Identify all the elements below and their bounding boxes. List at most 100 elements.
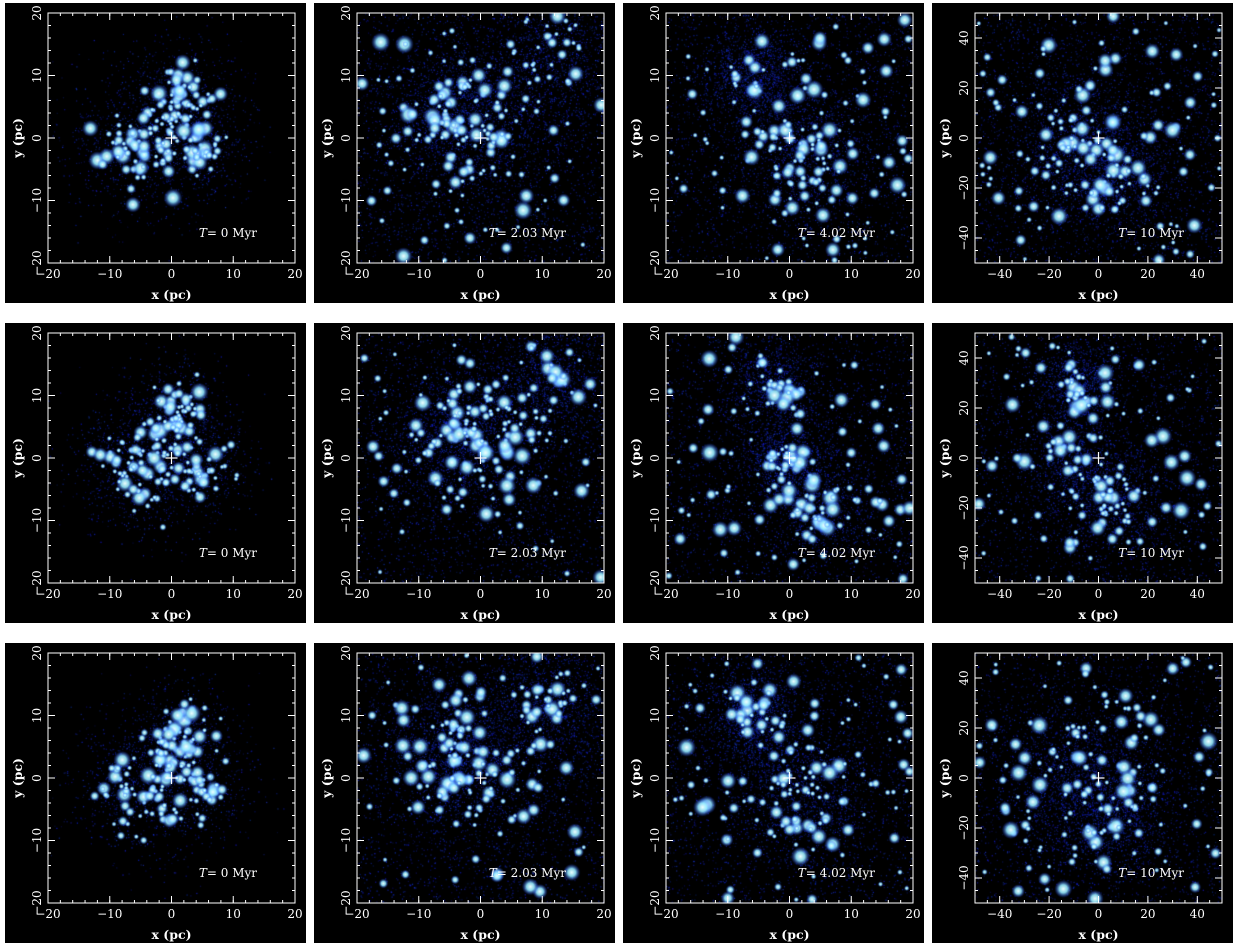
y-tick-label: 10 — [30, 388, 44, 403]
x-tick-label: 0 — [786, 587, 794, 601]
x-tick-label: 0 — [477, 267, 485, 281]
y-tick-label: 0 — [957, 454, 971, 462]
center-cross-icon — [165, 132, 178, 144]
y-tick-label: 0 — [30, 774, 44, 782]
y-axis-title: y (pc) — [10, 118, 25, 159]
y-tick-label: −10 — [30, 188, 44, 213]
y-tick-label: −20 — [648, 250, 662, 275]
center-cross-icon — [474, 132, 487, 144]
y-axis-title: y (pc) — [10, 438, 25, 479]
y-tick-label: −20 — [648, 890, 662, 915]
y-tick-label: 20 — [30, 645, 44, 660]
y-tick-label: 20 — [957, 80, 971, 95]
y-tick-label: 20 — [648, 5, 662, 20]
x-tick-label: 20 — [287, 267, 302, 281]
y-tick-label: −20 — [957, 495, 971, 520]
x-axis-title: x (pc) — [152, 607, 192, 622]
time-label: T= 10 Myr — [1118, 226, 1184, 240]
y-tick-label: −20 — [339, 890, 353, 915]
y-tick-label: −10 — [648, 508, 662, 533]
y-tick-label: 20 — [30, 325, 44, 340]
panel-axes: −20−20 −10 −10 0 0 10 10 20 20 x (pc) y (pc) T= 2.0… — [319, 645, 612, 942]
x-tick-label: 20 — [905, 267, 920, 281]
x-tick-label: 20 — [1140, 267, 1155, 281]
x-tick-label: 20 — [1140, 907, 1155, 921]
time-label: T= 2.03 Myr — [489, 866, 566, 880]
time-label: T= 10 Myr — [1118, 546, 1184, 560]
snapshot-panel: −40 −40 −20 −20 0 0 20 20 40 40 x (pc) y (pc) T= 10 … — [932, 3, 1233, 303]
time-label: T= 2.03 Myr — [489, 226, 566, 240]
y-tick-label: −20 — [648, 570, 662, 595]
snapshot-panel: −20 −20 −10 −10 0 0 10 10 20 20 x (pc) y (pc) T= 2.0… — [314, 3, 615, 303]
y-tick-label: 0 — [339, 454, 353, 462]
time-label: T= 0 Myr — [199, 866, 257, 880]
x-tick-label: −10 — [715, 907, 740, 921]
x-axis-title: x (pc) — [770, 287, 810, 302]
y-tick-label: 0 — [648, 134, 662, 142]
y-axis-title: y (pc) — [628, 758, 643, 799]
y-tick-label: −40 — [957, 865, 971, 890]
x-tick-label: −10 — [406, 907, 431, 921]
x-axis-title: x (pc) — [461, 287, 501, 302]
y-axis-title: y (pc) — [628, 118, 643, 159]
snapshot-panel: −20 −20 −10 −10 0 0 10 10 20 20 x (pc) y (pc) T= 2.0… — [314, 643, 615, 943]
panel-axes: −20−20 −10 −10 0 0 10 10 20 20 x (pc) y (pc) T= 4.0… — [628, 5, 921, 302]
x-tick-label: −20 — [344, 907, 369, 921]
x-tick-label: −20 — [344, 267, 369, 281]
time-label: T= 10 Myr — [1118, 866, 1184, 880]
x-tick-label: 0 — [168, 267, 176, 281]
snapshot-panel: −20 −20 −10 −10 0 0 10 10 20 20 x (pc) y (pc) T= 4.0… — [623, 643, 924, 943]
y-tick-label: 20 — [30, 5, 44, 20]
x-tick-label: −20 — [1036, 587, 1061, 601]
y-tick-label: −20 — [30, 250, 44, 275]
x-tick-label: 10 — [226, 907, 241, 921]
y-tick-label: 10 — [30, 708, 44, 723]
x-axis-title: x (pc) — [1079, 287, 1119, 302]
x-tick-label: −20 — [653, 267, 678, 281]
x-tick-label: 20 — [287, 587, 302, 601]
snapshot-panel: −20 −20 −10 −10 0 0 10 10 20 20 x (pc) y (pc) T= 0 M… — [5, 323, 306, 623]
y-tick-label: 0 — [339, 134, 353, 142]
x-tick-label: −20 — [1036, 907, 1061, 921]
x-tick-label: −20 — [35, 587, 60, 601]
time-label: T= 2.03 Myr — [489, 546, 566, 560]
y-tick-label: −10 — [30, 828, 44, 853]
y-tick-label: −20 — [339, 570, 353, 595]
x-tick-label: 10 — [226, 267, 241, 281]
x-tick-label: 0 — [168, 587, 176, 601]
center-cross-icon — [474, 452, 487, 464]
y-tick-label: −20 — [30, 570, 44, 595]
center-cross-icon — [783, 132, 796, 144]
y-tick-label: −40 — [957, 545, 971, 570]
y-tick-label: 0 — [339, 774, 353, 782]
x-tick-label: 20 — [287, 907, 302, 921]
y-axis-title: y (pc) — [319, 758, 334, 799]
x-tick-label: −20 — [653, 907, 678, 921]
x-axis-title: x (pc) — [461, 607, 501, 622]
snapshot-panel: −20 −20 −10 −10 0 0 10 10 20 20 x (pc) y (pc) T= 0 M… — [5, 3, 306, 303]
x-tick-label: −10 — [97, 587, 122, 601]
y-tick-label: −10 — [30, 508, 44, 533]
center-cross-icon — [1092, 772, 1105, 784]
y-axis-title: y (pc) — [937, 758, 952, 799]
x-tick-label: −10 — [97, 267, 122, 281]
y-tick-label: 10 — [339, 68, 353, 83]
y-tick-label: 0 — [648, 774, 662, 782]
y-tick-label: −10 — [339, 188, 353, 213]
snapshot-panel: −20 −20 −10 −10 0 0 10 10 20 20 x (pc) y (pc) T= 2.0… — [314, 323, 615, 623]
y-tick-label: 40 — [957, 30, 971, 45]
x-tick-label: 0 — [1095, 587, 1103, 601]
x-tick-label: 0 — [168, 907, 176, 921]
y-tick-label: 0 — [957, 134, 971, 142]
x-tick-label: 20 — [1140, 587, 1155, 601]
y-tick-label: 0 — [957, 774, 971, 782]
y-axis-title: y (pc) — [319, 118, 334, 159]
x-tick-label: −40 — [987, 267, 1012, 281]
x-axis-title: x (pc) — [1079, 927, 1119, 942]
x-tick-label: −10 — [406, 267, 431, 281]
time-label: T= 0 Myr — [199, 546, 257, 560]
y-axis-title: y (pc) — [937, 438, 952, 479]
center-cross-icon — [165, 772, 178, 784]
x-tick-label: 0 — [1095, 267, 1103, 281]
snapshot-panel: −40 −40 −20 −20 0 0 20 20 40 40 x (pc) y (pc) T= 10 … — [932, 323, 1233, 623]
